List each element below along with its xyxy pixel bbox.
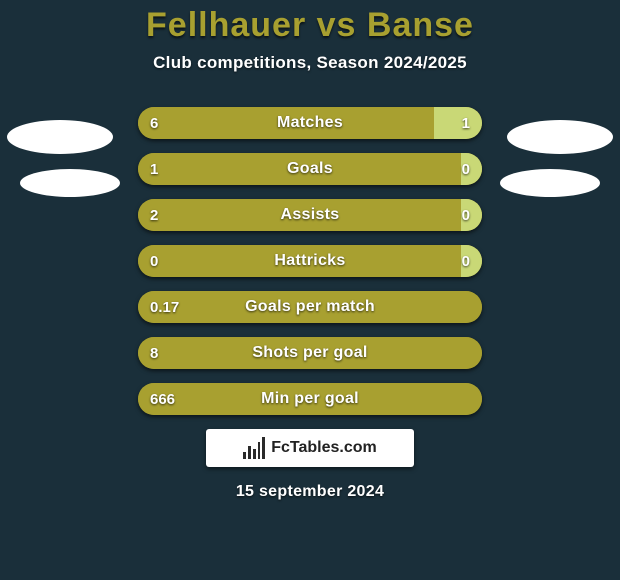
stat-bar-left-fill <box>138 291 482 323</box>
page-title: Fellhauer vs Banse <box>0 6 620 45</box>
player-portrait-left <box>7 120 113 154</box>
stat-bar-row: 61Matches <box>138 107 482 139</box>
comparison-panel: Fellhauer vs Banse Club competitions, Se… <box>0 0 620 580</box>
stat-bar-left-fill <box>138 245 482 277</box>
branding-logo-icon <box>243 437 265 459</box>
branding-badge: FcTables.com <box>206 429 414 467</box>
stat-bar-row: 666Min per goal <box>138 383 482 415</box>
branding-text: FcTables.com <box>271 439 377 457</box>
stat-bar-left-fill <box>138 337 482 369</box>
footer-date: 15 september 2024 <box>0 483 620 501</box>
stat-bar-right-fill <box>434 107 482 139</box>
team-portrait-right <box>500 169 600 197</box>
stat-bar-right-fill <box>461 199 482 231</box>
stat-bar-right-fill <box>461 245 482 277</box>
stat-bars: 61Matches 10Goals 20Assists 00Hattricks 0.17… <box>138 107 482 415</box>
stat-bar-row: 0.17Goals per match <box>138 291 482 323</box>
player-portrait-right <box>507 120 613 154</box>
stat-bar-left-fill <box>138 383 482 415</box>
team-portrait-left <box>20 169 120 197</box>
stat-bar-row: 8Shots per goal <box>138 337 482 369</box>
stat-bar-right-fill <box>461 153 482 185</box>
stat-bar-row: 20Assists <box>138 199 482 231</box>
stat-bar-row: 10Goals <box>138 153 482 185</box>
stat-bar-left-fill <box>138 199 482 231</box>
stat-bar-left-fill <box>138 107 434 139</box>
page-subtitle: Club competitions, Season 2024/2025 <box>0 53 620 73</box>
stat-bar-left-fill <box>138 153 482 185</box>
stat-bar-row: 00Hattricks <box>138 245 482 277</box>
